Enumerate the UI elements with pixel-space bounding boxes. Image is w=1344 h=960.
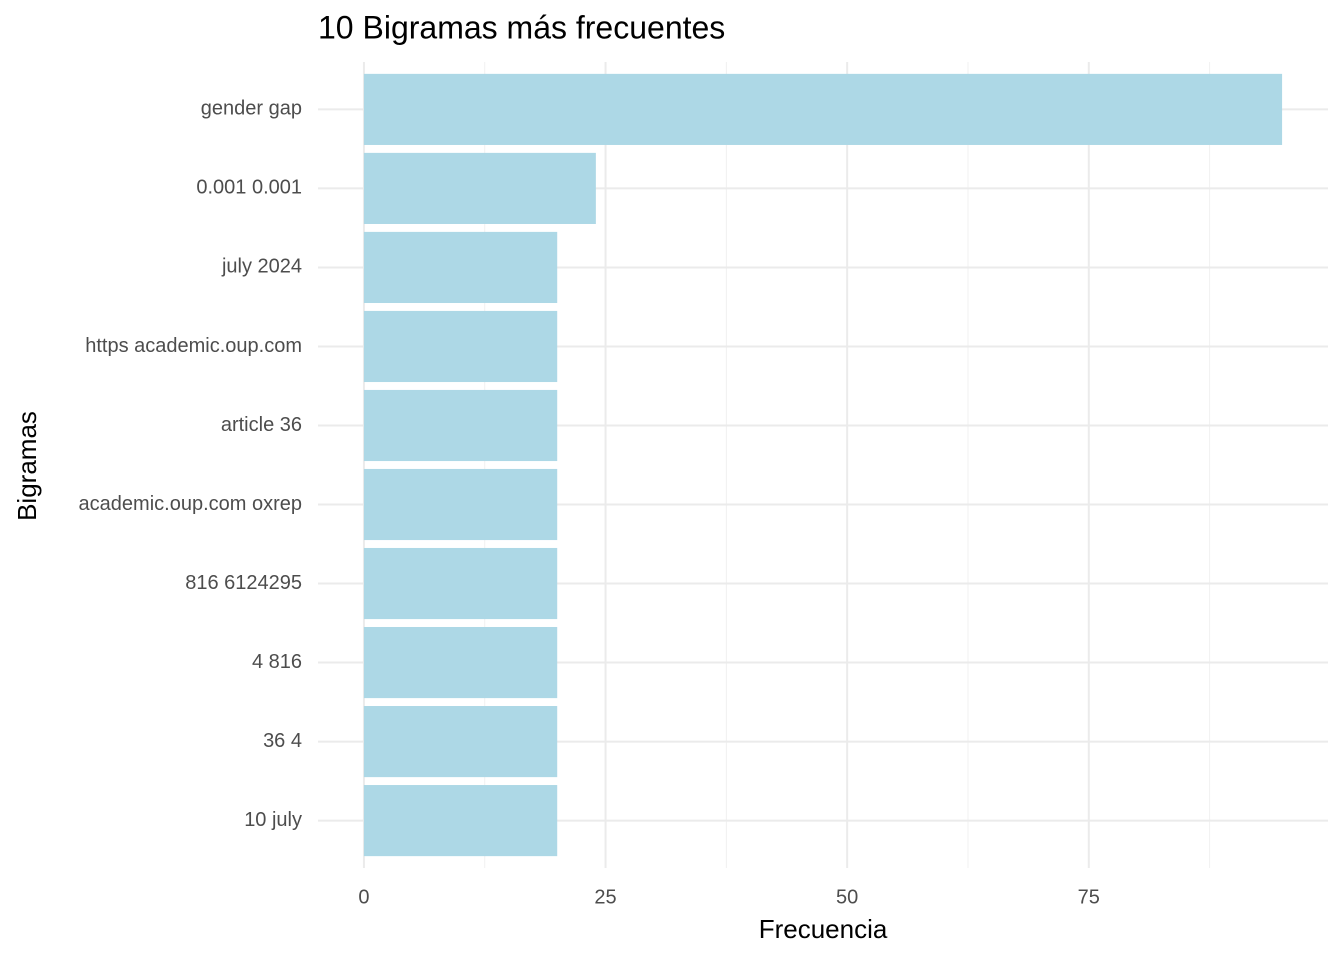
bar (363, 310, 558, 383)
y-tick-label: 0.001 0.001 (196, 177, 302, 199)
y-tick-label: 36 4 (263, 730, 302, 752)
x-tick-label: 25 (594, 886, 616, 908)
bars (363, 73, 1283, 857)
y-tick-label: 4 816 (252, 651, 302, 673)
bar (363, 73, 1283, 145)
bar (363, 706, 558, 778)
bar (363, 152, 596, 224)
bar (363, 389, 558, 462)
chart-title: 10 Bigramas más frecuentes (318, 9, 725, 45)
y-axis-title: Bigramas (12, 411, 42, 521)
y-tick-label: academic.oup.com oxrep (79, 493, 302, 515)
y-tick-label: july 2024 (221, 256, 302, 278)
x-axis-title: Frecuencia (759, 914, 888, 944)
bar (363, 626, 558, 699)
x-tick-label: 50 (836, 886, 858, 908)
y-tick-label: 10 july (244, 809, 302, 831)
x-tick-label: 75 (1078, 886, 1100, 908)
bar (363, 785, 558, 857)
bar (363, 547, 558, 620)
y-tick-label: gender gap (201, 98, 302, 120)
y-tick-label: 816 6124295 (185, 572, 302, 594)
y-tick-label: https academic.oup.com (85, 335, 302, 357)
y-tick-label: article 36 (221, 414, 302, 436)
bar (363, 468, 558, 541)
bar (363, 231, 558, 304)
x-tick-label: 0 (358, 886, 369, 908)
